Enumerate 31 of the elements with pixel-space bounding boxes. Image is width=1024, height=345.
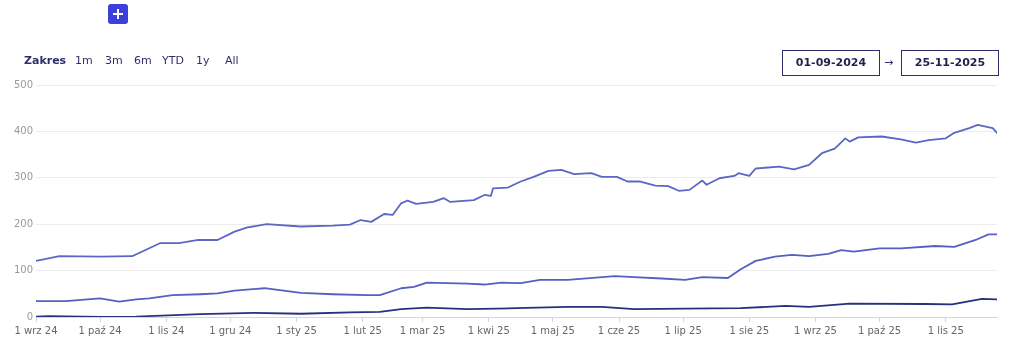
text: All [225,54,239,67]
x-tick-label: 1 lut 25 [343,324,382,336]
text: 25-11-2025 [901,50,999,76]
x-tick-label: 1 lis 24 [148,324,185,336]
x-tick-label: 1 mar 25 [399,324,446,336]
x-tick-label: 1 kwi 25 [467,324,510,336]
text: 6m [134,54,152,67]
x-tick-label: 1 paź 24 [78,324,122,336]
y-tick-label: 200 [13,217,33,229]
x-tick-label: 1 cze 25 [597,324,641,336]
x-tick-label: 1 gru 24 [209,324,252,336]
x-tick-label: 1 wrz 24 [14,324,58,336]
text: YTD [162,54,184,67]
text: 1y [196,54,210,67]
x-tick-label: 1 paź 25 [857,324,902,336]
y-tick-label: 300 [13,171,33,183]
y-tick-label: 500 [13,78,33,90]
x-tick-label: 1 lip 25 [664,324,702,336]
x-tick-label: 1 sty 25 [276,324,317,336]
x-tick-label: 1 sie 25 [729,324,770,336]
text: 01-09-2024 [782,50,880,76]
x-tick-label: 1 wrz 25 [793,324,837,336]
x-tick-label: 1 maj 25 [530,324,575,336]
y-tick-label: 400 [13,124,33,136]
x-tick-label: 1 lis 25 [927,324,964,336]
y-tick-label: 100 [13,264,33,276]
text: → [884,56,894,69]
text: Zakres [24,54,67,67]
text: 1m [75,54,93,67]
text: 3m [105,54,123,67]
y-tick-label: 0 [26,310,33,322]
